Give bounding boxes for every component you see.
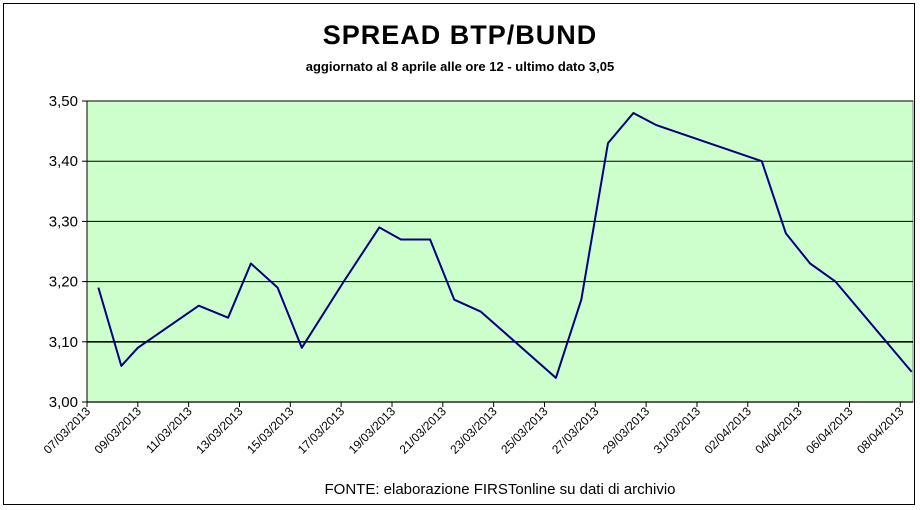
- series-line: [97, 112, 913, 379]
- source-note: FONTE: elaborazione FIRSTonline su dati …: [324, 481, 676, 498]
- y-tick-label: 3,40: [49, 153, 78, 170]
- y-tick-label: 3,30: [49, 213, 78, 230]
- x-tick-label: 25/03/2013: [498, 404, 551, 457]
- plot-area: [86, 100, 914, 403]
- x-tick-label: 29/03/2013: [600, 404, 653, 457]
- x-tick-label: 11/03/2013: [143, 404, 195, 456]
- x-tick-label: 19/03/2013: [346, 404, 399, 457]
- x-tick-label: 06/04/2013: [803, 404, 856, 457]
- y-tick-label: 3,50: [49, 93, 78, 110]
- x-tick-label: 27/03/2013: [549, 404, 602, 457]
- x-tick-label: 07/03/2013: [41, 404, 94, 457]
- y-tick-label: 3,10: [49, 334, 78, 351]
- x-tick-label: 09/03/2013: [92, 404, 145, 457]
- y-tick-label: 3,20: [49, 274, 78, 291]
- chart-subtitle: aggiornato al 8 aprile alle ore 12 - ult…: [305, 59, 615, 74]
- y-tick-label: 3,00: [49, 394, 78, 411]
- chart-title: SPREAD BTP/BUND: [322, 20, 598, 50]
- x-tick-label: 15/03/2013: [244, 404, 297, 457]
- x-tick-label: 21/03/2013: [397, 404, 450, 457]
- x-tick-label: 17/03/2013: [295, 404, 348, 457]
- x-tick-label: 02/04/2013: [702, 404, 755, 457]
- x-tick-label: 23/03/2013: [447, 404, 500, 457]
- x-tick-label: 04/04/2013: [752, 404, 805, 457]
- x-tick-label: 13/03/2013: [193, 404, 246, 457]
- x-tick-label: 31/03/2013: [651, 404, 704, 457]
- x-tick-label: 08/04/2013: [854, 404, 907, 457]
